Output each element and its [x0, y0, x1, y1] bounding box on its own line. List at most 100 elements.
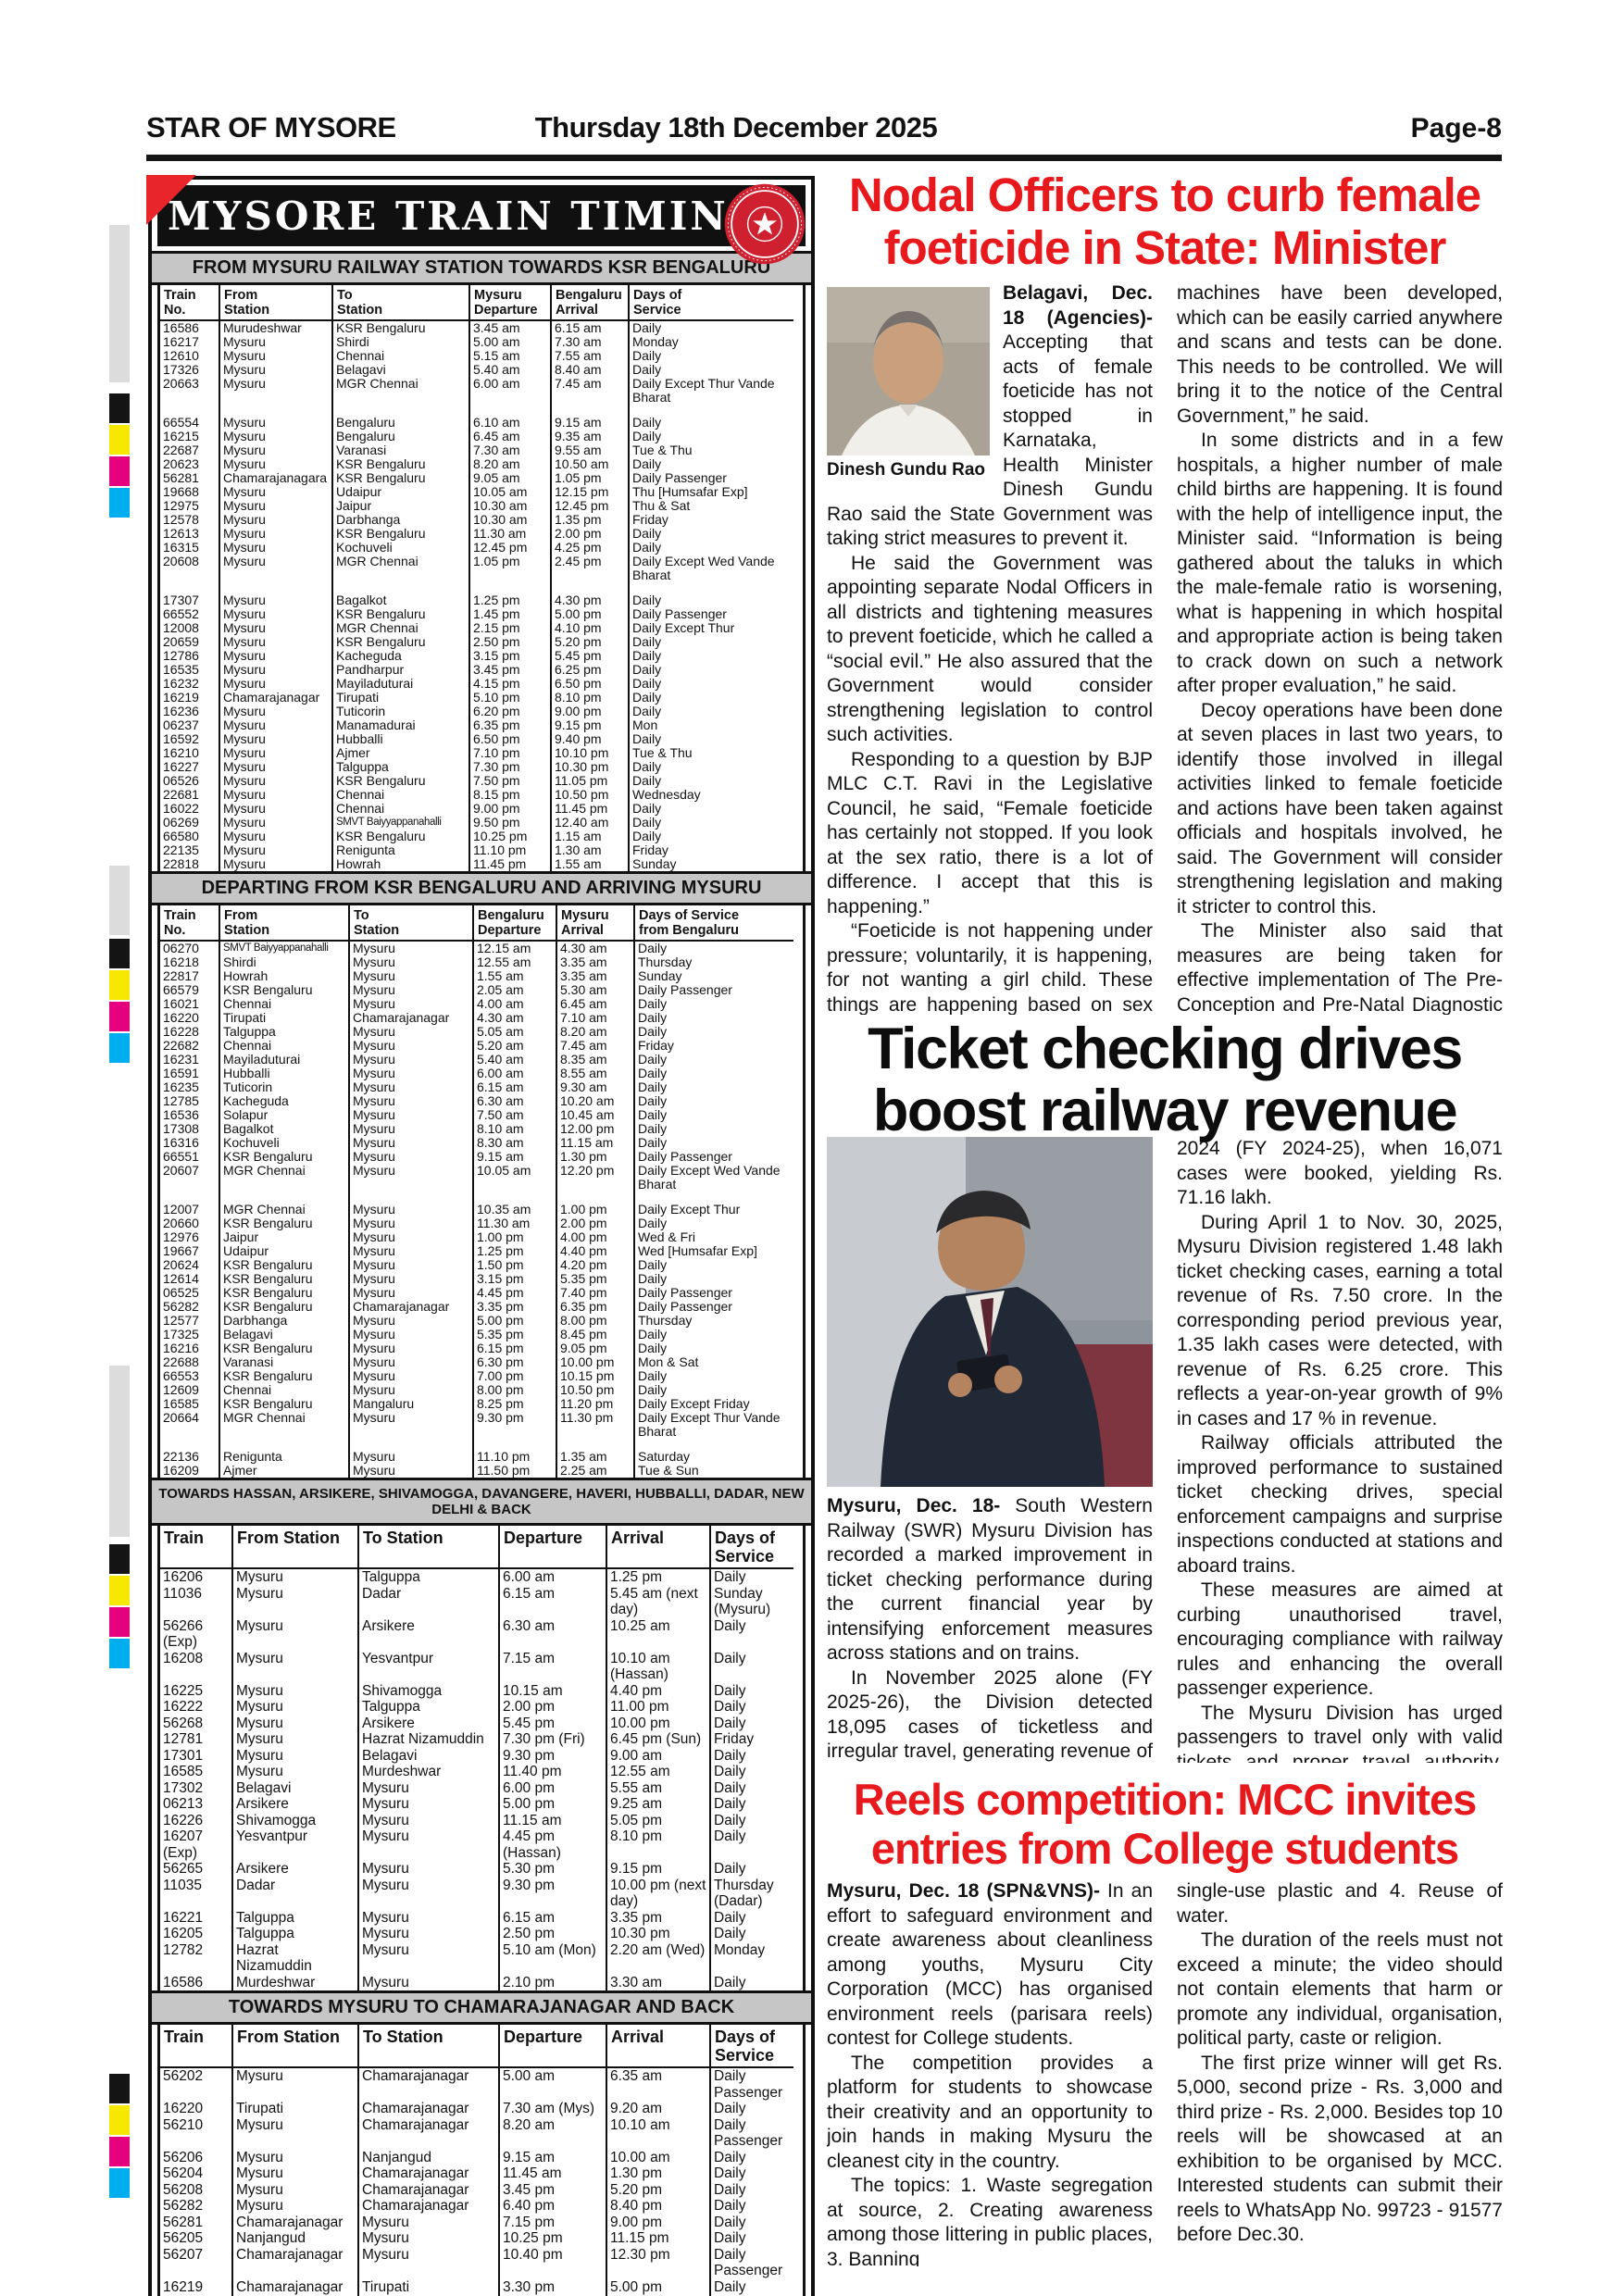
train-timings-box: MYSORE TRAIN TIMINGS FROM MYSURU RAILWAY… — [146, 175, 815, 2296]
train-row: 20660 KSR Bengaluru Mysuru 11.30 am 2.00 pm D… — [160, 1217, 793, 1230]
train-row: 16231 Mayiladuturai Mysuru 5.40 am 8.35 am Da… — [160, 1053, 793, 1067]
paragraph-group: The competition provides a platform for … — [827, 2052, 1153, 2267]
article-foeticide: Dinesh Gundu Rao Belagavi, Dec. 18 (Agen… — [827, 281, 1503, 1015]
print-gray-bar — [109, 1366, 130, 1537]
section-banner-chamarajanagar: TOWARDS MYSURU TO CHAMARAJANAGAR AND BAC… — [152, 1990, 811, 2025]
train-row: 20659 Mysuru KSR Bengaluru 2.50 pm 5.20 pm Da… — [160, 635, 793, 649]
train-row: 17326 Mysuru Belagavi 5.40 am 8.40 am Daily — [160, 363, 793, 377]
train-row: 11035 Dadar Mysuru 9.30 pm 10.00 pm (next da… — [160, 1877, 793, 1910]
train-row: 66553 KSR Bengaluru Mysuru 7.00 pm 10.15 pm D… — [160, 1369, 793, 1383]
article-paragraph: “Foeticide is not happening under pressu… — [827, 920, 1153, 1015]
print-yellow-square — [109, 1576, 130, 1605]
article-paragraph: Decoy operations have been done at seven… — [1177, 699, 1503, 917]
train-row: 06526 Mysuru KSR Bengaluru 7.50 pm 11.05 pm D… — [160, 774, 793, 788]
train-row: 20607 MGR Chennai Mysuru 10.05 am 12.20 pm Da… — [160, 1164, 793, 1192]
train-row: 16220 Tirupati Chamarajanagar 4.30 am 7.10 a… — [160, 1011, 793, 1025]
column-header: Train — [160, 1526, 232, 1569]
train-row: 16585 KSR Bengaluru Mangaluru 8.25 pm 11.20 … — [160, 1397, 793, 1411]
train-row: 22136 Renigunta Mysuru 11.10 pm 1.35 am Satur… — [160, 1450, 793, 1464]
table-wrap: Train No. From Station To Station Mysuru De… — [157, 285, 806, 871]
train-row: 22687 Mysuru Varanasi 7.30 am 9.55 am Tue & T… — [160, 443, 793, 457]
print-black-square — [109, 1544, 130, 1574]
article-paragraph: Railway officials attributed the improve… — [1177, 1432, 1503, 1577]
train-row: 56268 Mysuru Arsikere 5.45 pm 10.00 pm Daily — [160, 1715, 793, 1731]
train-row: 16215 Mysuru Bengaluru 6.45 am 9.35 am Daily — [160, 430, 793, 443]
article-paragraph: Responding to a question by BJP MLC C.T.… — [827, 748, 1153, 917]
train-row: 16316 Kochuveli Mysuru 8.30 am 11.15 am Daily — [160, 1136, 793, 1150]
column-header: To Station — [348, 905, 473, 942]
train-row: 06237 Mysuru Manamadurai 6.35 pm 9.15 pm Mon — [160, 718, 793, 732]
train-row: 17308 Bagalkot Mysuru 8.10 am 12.00 pm Daily — [160, 1122, 793, 1136]
dateline: Mysuru, Dec. 18 (SPN&VNS)- — [827, 1880, 1108, 1902]
train-row: 12610 Mysuru Chennai 5.15 am 7.55 am Daily — [160, 349, 793, 363]
column-header: Departure — [498, 1526, 606, 1569]
paragraph-group: In November 2025 alone (FY 2025-26), the… — [827, 1666, 1153, 1764]
train-row: 56208 Mysuru Chamarajanagar 3.45 pm 5.20 pm D… — [160, 2181, 793, 2198]
train-row: 12578 Mysuru Darbhanga 10.30 am 1.35 pm Frida… — [160, 513, 793, 527]
column-header: Days of Service — [628, 285, 793, 321]
train-row: 16586 Murdeshwar Mysuru 2.10 pm 3.30 am Daily — [160, 1974, 793, 1990]
article-paragraph: The duration of the reels must not excee… — [1177, 1929, 1503, 2049]
train-row: 56282 KSR Bengaluru Chamarajanagar 3.35 pm 6… — [160, 1300, 793, 1314]
train-row: 16216 KSR Bengaluru Mysuru 6.15 pm 9.05 pm Da… — [160, 1341, 793, 1355]
section-banner-hassan-line: TOWARDS HASSAN, ARSIKERE, SHIVAMOGGA, DA… — [152, 1478, 811, 1526]
photo-caption: Dinesh Gundu Rao — [827, 460, 985, 480]
article-ticket-checking: Mysuru, Dec. 18- South Western Railway (… — [827, 1137, 1503, 1763]
train-row: 17302 Belagavi Mysuru 6.00 pm 5.55 am Daily — [160, 1779, 793, 1796]
train-row: 12786 Mysuru Kacheguda 3.15 pm 5.45 pm Daily — [160, 649, 793, 663]
train-row: 56204 Mysuru Chamarajanagar 11.45 am 1.30 pm… — [160, 2165, 793, 2182]
train-row: 22682 Chennai Mysuru 5.20 am 7.45 am Friday — [160, 1039, 793, 1053]
print-cyan-square — [109, 1033, 130, 1063]
train-row: 12785 Kacheguda Mysuru 6.30 am 10.20 am Daily — [160, 1094, 793, 1108]
train-row: 16226 Shivamogga Mysuru 11.15 am 5.05 pm Dail… — [160, 1812, 793, 1828]
train-row: 56265 Arsikere Mysuru 5.30 pm 9.15 pm Daily — [160, 1861, 793, 1878]
headline-ticket-checking: Ticket checking drives boost railway rev… — [827, 1018, 1503, 1142]
train-row: 22688 Varanasi Mysuru 6.30 pm 10.00 pm Mon & … — [160, 1355, 793, 1369]
train-row: 16210 Mysuru Ajmer 7.10 pm 10.10 pm Tue & Thu — [160, 746, 793, 760]
print-gray-bar — [109, 866, 130, 935]
train-row: 16228 Talguppa Mysuru 5.05 am 8.20 am Daily — [160, 1025, 793, 1039]
train-row: 16586 Murudeshwar KSR Bengaluru 3.45 am 6.15… — [160, 320, 793, 335]
article-paragraph: single-use plastic and 4. Reuse of water… — [1177, 1880, 1503, 1927]
column-header: To Station — [357, 1526, 499, 1569]
column-header: From Station — [231, 2025, 358, 2068]
article-column-2: machines have been developed, which can … — [1177, 281, 1503, 1015]
train-row: 16021 Chennai Mysuru 4.00 am 6.45 am Daily — [160, 997, 793, 1011]
column-header: Bengaluru Departure — [472, 905, 556, 942]
article-paragraph: During April 1 to Nov. 30, 2025, Mysuru … — [1177, 1211, 1503, 1429]
column-header: Days of Service — [709, 1526, 793, 1569]
table-wrap: Train From Station To Station Departure Arri… — [157, 1526, 806, 1990]
column-header: Arrival — [606, 1526, 710, 1569]
train-row: 17301 Mysuru Belagavi 9.30 pm 9.00 am Daily — [160, 1747, 793, 1764]
train-row: 12614 KSR Bengaluru Mysuru 3.15 pm 5.35 pm Da… — [160, 1272, 793, 1286]
issue-date: Thursday 18th December 2025 — [534, 111, 938, 144]
headline-reels-competition: Reels competition: MCC invites entries f… — [827, 1775, 1503, 1873]
headline-line: Ticket checking drives — [868, 1017, 1463, 1081]
dateline: Mysuru, Dec. 18- — [827, 1495, 1016, 1516]
train-row: 12007 MGR Chennai Mysuru 10.35 am 1.00 pm Dai… — [160, 1203, 793, 1217]
train-row: 16236 Mysuru Tuticorin 6.20 pm 9.00 pm Daily — [160, 705, 793, 718]
article-paragraph: In some districts and in a few hospitals… — [1177, 430, 1503, 696]
article-paragraph: 2024 (FY 2024-25), when 16,071 cases wer… — [1177, 1138, 1503, 1208]
train-row: 16219 Chamarajanagar Tirupati 3.30 pm 5.00 p… — [160, 2278, 793, 2295]
train-row: 17307 Mysuru Bagalkot 1.25 pm 4.30 pm Daily — [160, 593, 793, 607]
train-row: 22135 Mysuru Renigunta 11.10 pm 1.30 am Frida… — [160, 843, 793, 857]
train-row: 56266 (Exp) Mysuru Arsikere 6.30 am 10.25 am… — [160, 1617, 793, 1651]
table-wrap: Train From Station To Station Departure Arri… — [157, 2025, 806, 2296]
train-row: 12008 Mysuru MGR Chennai 2.15 pm 4.10 pm Dail… — [160, 621, 793, 635]
train-row: 12975 Mysuru Jaipur 10.30 am 12.45 pm Thu & S… — [160, 499, 793, 513]
train-row: 16209 Ajmer Mysuru 11.50 pm 2.25 am Tue & Sun — [160, 1464, 793, 1478]
train-row: 16220 Tirupati Chamarajanagar 7.30 am (Mys)… — [160, 2101, 793, 2117]
spacer-row — [160, 405, 793, 416]
print-yellow-square — [109, 2105, 130, 2135]
train-row: 66552 Mysuru KSR Bengaluru 1.45 pm 5.00 pm Da… — [160, 607, 793, 621]
article-column-2: single-use plastic and 4. Reuse of water… — [1177, 1879, 1503, 2266]
train-row: 66551 KSR Bengaluru Mysuru 9.15 am 1.30 pm Da… — [160, 1150, 793, 1164]
train-row: 16591 Hubballi Mysuru 6.00 am 8.55 am Daily — [160, 1067, 793, 1080]
dateline: Belagavi, Dec. 18 (Agencies)- — [1003, 282, 1153, 329]
article-paragraph: machines have been developed, which can … — [1177, 282, 1503, 427]
train-row: 12609 Chennai Mysuru 8.00 pm 10.50 pm Daily — [160, 1383, 793, 1397]
table-header-row: Train From Station To Station Departure Arri… — [160, 2025, 793, 2068]
column-header: Bengaluru Arrival — [550, 285, 629, 321]
